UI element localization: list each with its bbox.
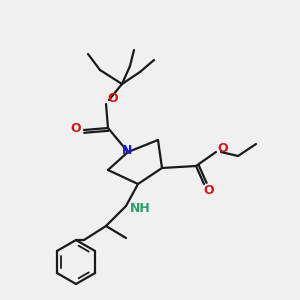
- Text: O: O: [71, 122, 81, 136]
- Text: N: N: [122, 143, 132, 157]
- Text: O: O: [218, 142, 228, 155]
- Text: O: O: [204, 184, 214, 196]
- Text: O: O: [108, 92, 118, 106]
- Text: NH: NH: [130, 202, 150, 214]
